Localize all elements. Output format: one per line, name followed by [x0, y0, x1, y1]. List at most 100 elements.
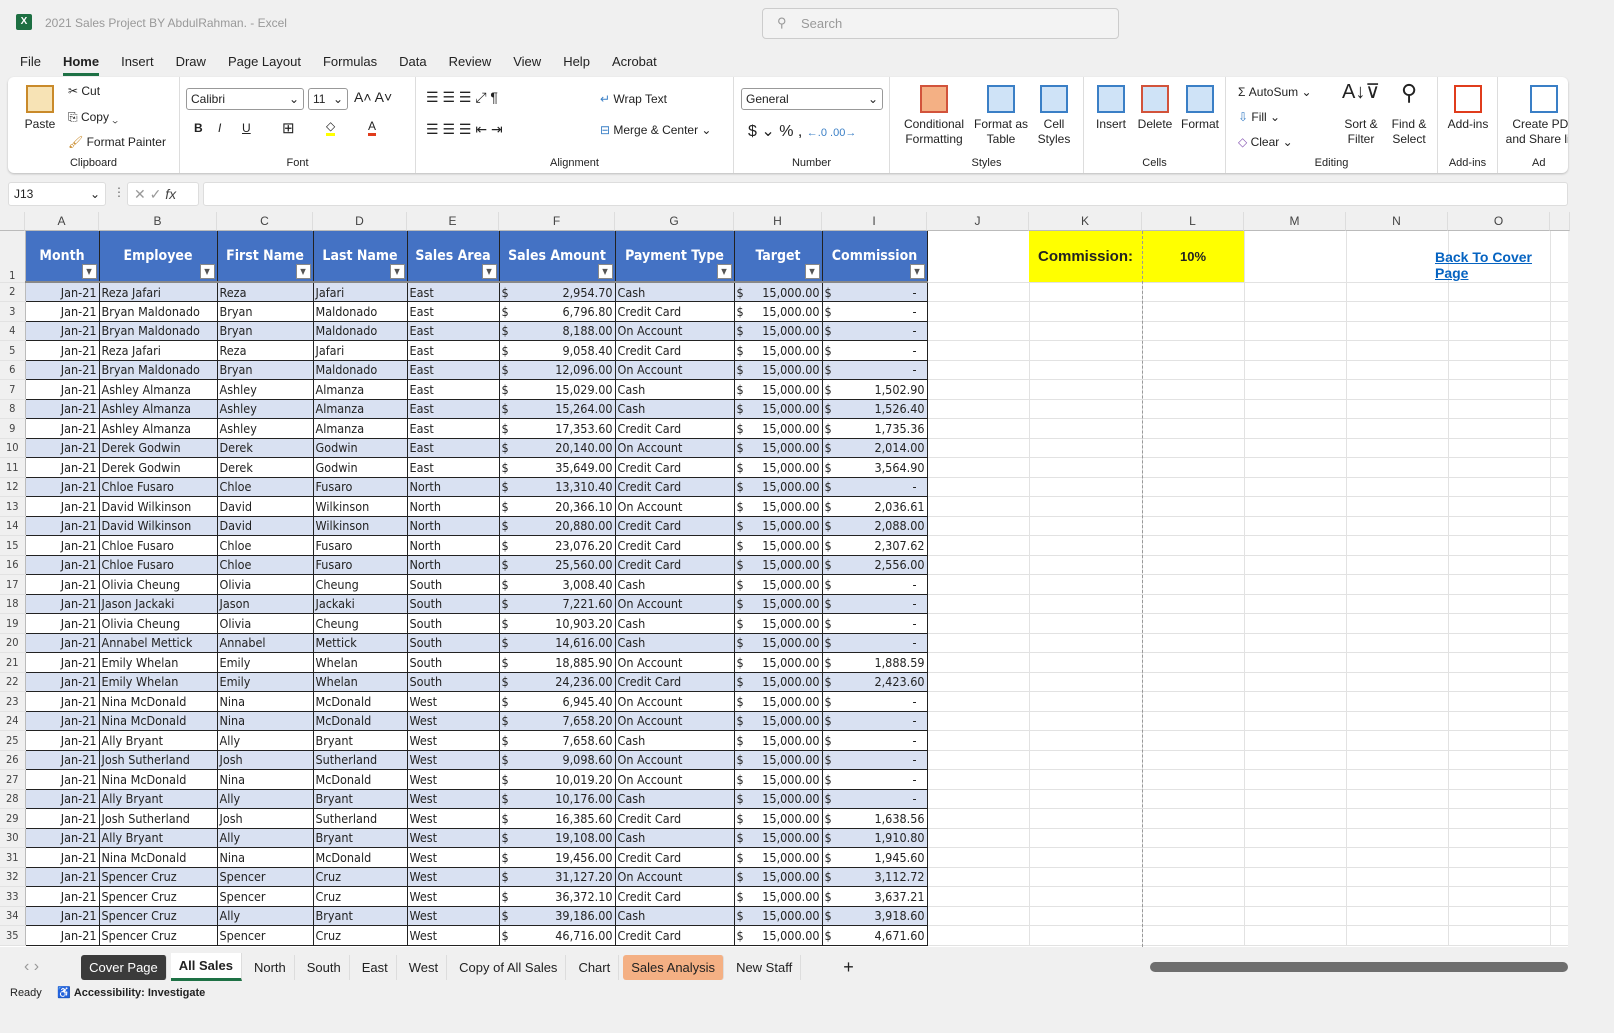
menu-review[interactable]: Review — [448, 54, 492, 69]
cell-payment-type[interactable]: Cash — [614, 789, 735, 809]
create-pdf-button[interactable]: Create PDF and Share link — [1504, 85, 1568, 147]
cell-last-name[interactable]: Whelan — [312, 672, 408, 692]
cell-month[interactable]: Jan-21 — [24, 672, 100, 692]
empty-cell[interactable] — [1244, 867, 1347, 887]
empty-cell[interactable] — [927, 360, 1030, 380]
empty-cell[interactable] — [1346, 652, 1449, 673]
empty-cell[interactable] — [1244, 672, 1347, 692]
cell-last-name[interactable]: Bryant — [312, 730, 408, 751]
empty-cell[interactable] — [1346, 321, 1449, 341]
empty-cell[interactable] — [1029, 360, 1143, 380]
cell-commission[interactable]: $2,307.62 — [821, 535, 928, 556]
empty-cell[interactable] — [1346, 613, 1449, 634]
cell-first-name[interactable]: Nina — [216, 691, 314, 712]
cell-month[interactable]: Jan-21 — [24, 613, 100, 634]
worksheet-grid[interactable]: 1 Month ▼ Employee ▼ First Name ▼ Last Name ▼ Sal… — [0, 231, 1568, 947]
empty-cell[interactable] — [1448, 340, 1551, 361]
empty-cell[interactable] — [1448, 574, 1551, 595]
cell-sales-amount[interactable]: $10,176.00 — [498, 789, 616, 809]
cell-last-name[interactable]: Bryant — [312, 906, 408, 926]
format-as-table-button[interactable]: Format as Table — [974, 85, 1028, 147]
cell-first-name[interactable]: Ashley — [216, 399, 314, 419]
cell-sales-area[interactable]: West — [406, 828, 500, 848]
empty-cell[interactable] — [927, 730, 1030, 751]
cell-month[interactable]: Jan-21 — [24, 301, 100, 322]
empty-cell[interactable] — [1244, 477, 1347, 497]
cell-first-name[interactable]: Emily — [216, 652, 314, 673]
cell-first-name[interactable]: Spencer — [216, 886, 314, 907]
empty-cell[interactable] — [927, 672, 1030, 692]
cell-employee[interactable]: David Wilkinson — [98, 496, 218, 517]
cell-employee[interactable]: Ashley Almanza — [98, 418, 218, 439]
column-header-F[interactable]: F — [499, 212, 615, 231]
cell-target[interactable]: $15,000.00 — [733, 282, 823, 302]
empty-cell[interactable] — [1550, 477, 1568, 497]
cell-employee[interactable]: Ally Bryant — [98, 789, 218, 809]
empty-cell[interactable] — [927, 321, 1030, 341]
cell-sales-area[interactable]: South — [406, 633, 500, 653]
empty-cell[interactable] — [927, 574, 1030, 595]
cell-last-name[interactable]: Maldonado — [312, 321, 408, 341]
cell-target[interactable]: $15,000.00 — [733, 360, 823, 380]
cell-employee[interactable]: Emily Whelan — [98, 672, 218, 692]
column-header-J[interactable]: J — [927, 212, 1029, 231]
delete-cells-button[interactable]: Delete — [1134, 85, 1176, 132]
empty-cell[interactable] — [1346, 789, 1449, 809]
cell-last-name[interactable]: Maldonado — [312, 301, 408, 322]
empty-cell[interactable] — [1142, 535, 1245, 556]
empty-cell[interactable] — [1244, 438, 1347, 458]
empty-cell[interactable] — [1346, 808, 1449, 829]
empty-cell[interactable] — [1142, 496, 1245, 517]
empty-cell[interactable] — [1029, 321, 1143, 341]
format-painter-button[interactable]: 🖌 Format Painter — [68, 135, 166, 149]
font-color-icon[interactable]: A — [368, 119, 377, 136]
cell-sales-amount[interactable]: $19,108.00 — [498, 828, 616, 848]
cell-first-name[interactable]: Reza — [216, 340, 314, 361]
empty-cell[interactable] — [1029, 652, 1143, 673]
cell-employee[interactable]: Josh Sutherland — [98, 750, 218, 770]
empty-cell[interactable] — [1448, 847, 1551, 868]
empty-cell[interactable] — [1142, 886, 1245, 907]
cell-target[interactable]: $15,000.00 — [733, 594, 823, 614]
cell-sales-area[interactable]: East — [406, 340, 500, 361]
cell-sales-amount[interactable]: $24,236.00 — [498, 672, 616, 692]
percent-button[interactable]: % — [779, 123, 794, 140]
cell-month[interactable]: Jan-21 — [24, 925, 100, 946]
empty-cell[interactable] — [1244, 633, 1347, 653]
empty-cell[interactable] — [927, 282, 1030, 302]
empty-cell[interactable] — [1029, 301, 1143, 322]
cell-sales-amount[interactable]: $8,188.00 — [498, 321, 616, 341]
cell-employee[interactable]: Ally Bryant — [98, 828, 218, 848]
empty-cell[interactable] — [1029, 867, 1143, 887]
empty-cell[interactable] — [1244, 808, 1347, 829]
empty-cell[interactable] — [927, 457, 1030, 478]
cell-payment-type[interactable]: On Account — [614, 496, 735, 517]
cell-last-name[interactable]: Cruz — [312, 925, 408, 946]
cell-sales-amount[interactable]: $23,076.20 — [498, 535, 616, 556]
cell-last-name[interactable]: Fusaro — [312, 477, 408, 497]
cell-month[interactable]: Jan-21 — [24, 496, 100, 517]
empty-cell[interactable] — [927, 633, 1030, 653]
cell-first-name[interactable]: Spencer — [216, 867, 314, 887]
empty-cell[interactable] — [927, 906, 1030, 926]
formula-buttons[interactable]: ✕ ✓ fx — [127, 182, 199, 206]
cell-last-name[interactable]: McDonald — [312, 847, 408, 868]
empty-cell[interactable] — [1142, 769, 1245, 790]
empty-cell[interactable] — [1029, 633, 1143, 653]
empty-cell[interactable] — [1029, 379, 1143, 400]
column-header-E[interactable]: E — [407, 212, 499, 231]
cell-commission[interactable]: $1,910.80 — [821, 828, 928, 848]
empty-cell[interactable] — [1550, 847, 1568, 868]
cell-payment-type[interactable]: On Account — [614, 438, 735, 458]
column-header-O[interactable]: O — [1448, 212, 1550, 231]
cell-sales-amount[interactable]: $15,029.00 — [498, 379, 616, 400]
menu-draw[interactable]: Draw — [175, 54, 206, 69]
cell-month[interactable]: Jan-21 — [24, 867, 100, 887]
cell-month[interactable]: Jan-21 — [24, 711, 100, 731]
empty-cell[interactable] — [1448, 769, 1551, 790]
empty-cell[interactable] — [1550, 438, 1568, 458]
cell-last-name[interactable]: Cheung — [312, 574, 408, 595]
cell-month[interactable]: Jan-21 — [24, 769, 100, 790]
empty-cell[interactable] — [1142, 594, 1245, 614]
empty-cell[interactable] — [927, 418, 1030, 439]
